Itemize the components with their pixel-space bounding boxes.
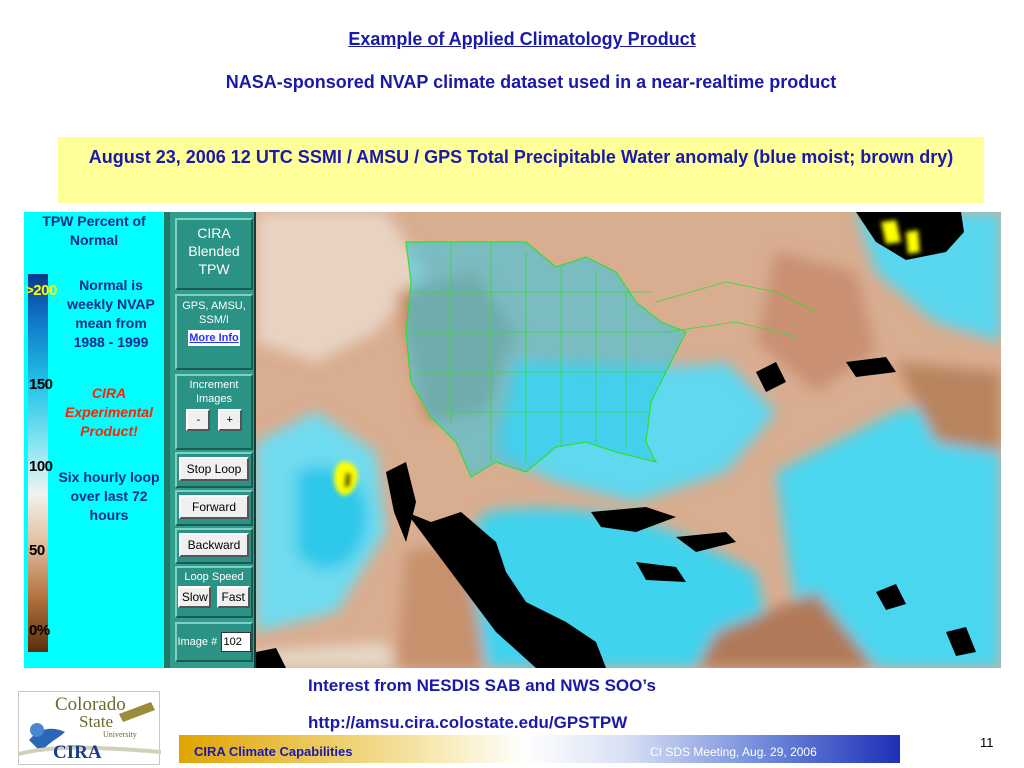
slide-subtitle: NASA-sponsored NVAP climate dataset used… bbox=[225, 72, 837, 92]
loop-speed-box: Loop Speed Slow Fast bbox=[175, 566, 253, 618]
tpw-viewer: TPW Percent of Normal >200 150 100 50 0%… bbox=[24, 212, 1001, 668]
more-info-link[interactable]: More Info bbox=[188, 330, 240, 346]
product-title-box: CIRA Blended TPW bbox=[175, 218, 253, 290]
decrement-button[interactable]: - bbox=[186, 409, 211, 431]
logo-university: University bbox=[103, 730, 137, 739]
colorado-state-cira-logo: Colorado State University CIRA bbox=[18, 691, 161, 765]
footer-url-link[interactable]: http://amsu.cira.colostate.edu/GPSTPW bbox=[308, 713, 628, 732]
slow-button[interactable]: Slow bbox=[178, 586, 212, 608]
backward-box: Backward bbox=[175, 528, 253, 564]
tpw-map bbox=[256, 212, 1001, 668]
increment-box: Increment Images - + bbox=[175, 374, 253, 450]
image-number-field[interactable]: 102 bbox=[220, 632, 251, 652]
legend-tick: 50 bbox=[29, 542, 45, 559]
increment-button[interactable]: + bbox=[217, 409, 242, 431]
legend-heading: TPW Percent of Normal bbox=[42, 213, 146, 248]
caption-box: August 23, 2006 12 UTC SSMI / AMSU / GPS… bbox=[58, 137, 984, 203]
logo-cira: CIRA bbox=[53, 742, 102, 763]
legend-experimental-note: CIRA Experimental Product! bbox=[65, 385, 153, 439]
bottom-bar-left-text: CIRA Climate Capabilities bbox=[194, 744, 353, 759]
legend-tick: >200 bbox=[25, 282, 57, 299]
image-number-label: Image # bbox=[177, 636, 218, 648]
stop-loop-button[interactable]: Stop Loop bbox=[179, 457, 249, 481]
stop-loop-box: Stop Loop bbox=[175, 452, 253, 488]
logo-graphic bbox=[19, 702, 161, 756]
logo-colorado: Colorado bbox=[55, 694, 126, 715]
legend-normal-note: Normal is weekly NVAP mean from 1988 - 1… bbox=[67, 277, 155, 350]
legend-tick: 0% bbox=[29, 622, 50, 639]
bottom-bar-right-text: CI SDS Meeting, Aug. 29, 2006 bbox=[650, 745, 817, 759]
product-title: CIRA Blended TPW bbox=[188, 225, 240, 277]
logo-state: State bbox=[79, 712, 113, 731]
legend-tick: 150 bbox=[29, 376, 53, 393]
forward-button[interactable]: Forward bbox=[179, 495, 249, 519]
backward-button[interactable]: Backward bbox=[179, 533, 249, 557]
footer-interest-text: Interest from NESDIS SAB and NWS SOO’s bbox=[308, 676, 656, 695]
fast-button[interactable]: Fast bbox=[216, 586, 250, 608]
slide-title: Example of Applied Climatology Product bbox=[348, 29, 696, 49]
image-number-box: Image # 102 bbox=[175, 622, 253, 662]
sources-label: GPS, AMSU, SSM/I bbox=[182, 300, 246, 326]
legend-color-bar bbox=[28, 274, 48, 652]
forward-box: Forward bbox=[175, 490, 253, 526]
legend-panel: TPW Percent of Normal >200 150 100 50 0%… bbox=[24, 212, 164, 668]
control-panel: CIRA Blended TPW GPS, AMSU, SSM/I More I… bbox=[164, 212, 256, 668]
bottom-bar: CIRA Climate Capabilities CI SDS Meeting… bbox=[179, 735, 900, 763]
tpw-anomaly-map-image bbox=[256, 212, 1001, 668]
legend-loop-note: Six hourly loop over last 72 hours bbox=[58, 469, 160, 523]
page-number: 11 bbox=[980, 735, 994, 750]
loop-speed-label: Loop Speed bbox=[184, 571, 244, 583]
legend-tick: 100 bbox=[29, 458, 53, 475]
sources-box: GPS, AMSU, SSM/I More Info bbox=[175, 294, 253, 370]
increment-label: Increment Images bbox=[189, 379, 239, 405]
